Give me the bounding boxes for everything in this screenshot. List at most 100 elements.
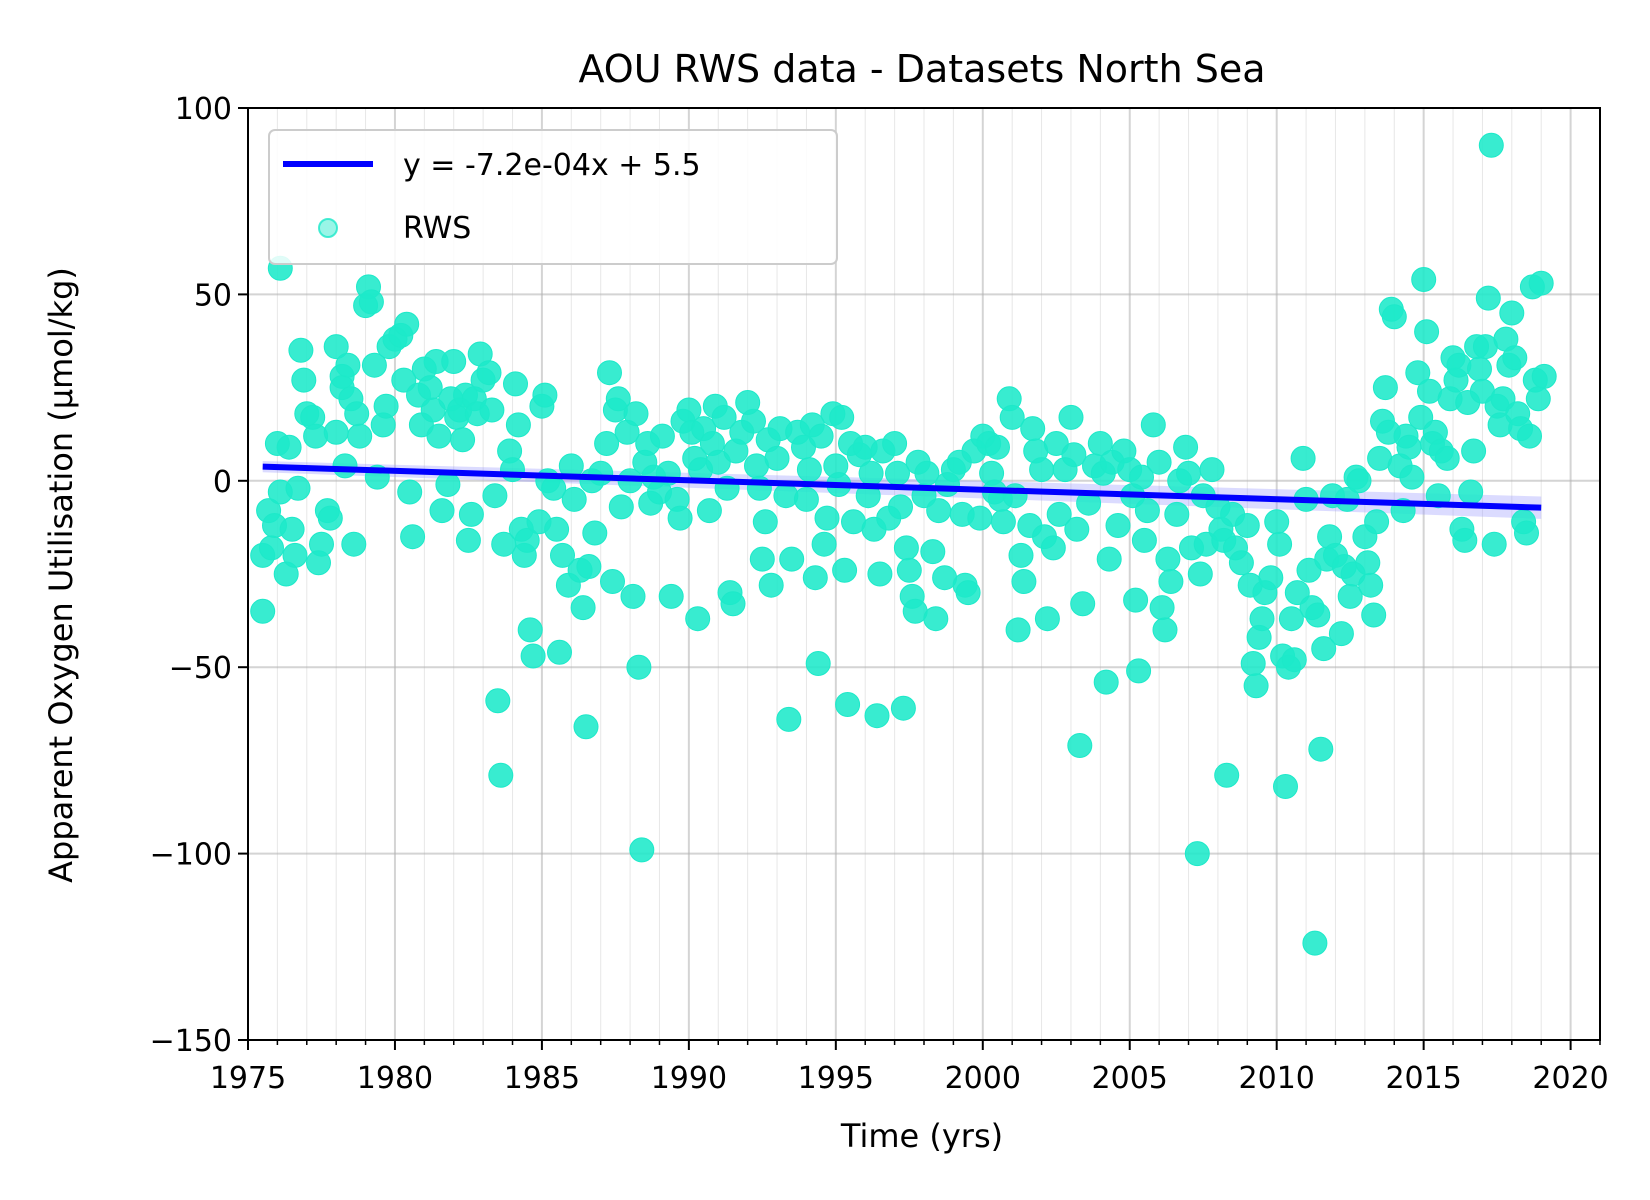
data-point — [867, 561, 893, 587]
data-point — [1158, 569, 1184, 594]
data-point — [1249, 606, 1275, 632]
data-point — [285, 475, 311, 501]
data-point — [594, 431, 620, 456]
data-point — [1093, 669, 1119, 695]
data-point — [1240, 651, 1266, 676]
data-point — [1234, 513, 1260, 538]
data-point — [752, 509, 778, 535]
data-point — [547, 639, 572, 665]
data-point — [1058, 404, 1084, 430]
data-point — [573, 714, 599, 740]
data-point — [811, 531, 837, 557]
data-point — [779, 546, 805, 572]
data-point — [291, 367, 317, 393]
data-point — [347, 423, 373, 449]
data-point — [1105, 513, 1131, 538]
data-point — [391, 367, 417, 393]
data-point — [829, 404, 855, 430]
data-point — [864, 703, 890, 729]
data-point — [926, 498, 952, 524]
x-tick-label: 1975 — [210, 1061, 286, 1096]
data-point — [1005, 617, 1031, 643]
data-point — [1070, 591, 1096, 617]
data-point — [1131, 527, 1157, 553]
data-point — [1478, 132, 1504, 158]
data-point — [999, 404, 1025, 430]
data-point — [1273, 774, 1298, 799]
chart-title: AOU RWS data - Datasets North Sea — [578, 47, 1265, 91]
data-point — [520, 643, 546, 669]
x-tick-label: 2015 — [1385, 1061, 1461, 1096]
data-point — [458, 501, 484, 527]
y-tick-label: 100 — [175, 92, 232, 127]
trend-line — [262, 463, 1542, 511]
data-point — [758, 572, 784, 598]
data-point — [1011, 569, 1037, 594]
data-point — [1434, 445, 1460, 471]
data-point — [455, 527, 481, 553]
y-tick-label: −50 — [169, 651, 232, 686]
data-point — [882, 431, 908, 456]
data-point — [332, 453, 358, 479]
data-point — [1199, 457, 1225, 483]
data-point — [476, 360, 502, 386]
data-point — [1029, 457, 1055, 483]
data-point — [1290, 445, 1316, 471]
data-point — [488, 762, 514, 788]
data-point — [608, 494, 634, 520]
data-point — [1284, 580, 1310, 606]
data-point — [323, 419, 349, 445]
x-tick-label: 1985 — [504, 1061, 580, 1096]
data-point — [358, 289, 384, 315]
data-point — [344, 401, 370, 427]
data-point — [1043, 431, 1069, 456]
data-point — [1173, 434, 1199, 460]
y-tick-label: 0 — [213, 465, 232, 500]
legend-scatter-swatch — [318, 218, 338, 238]
data-point — [1358, 572, 1384, 598]
data-point — [1228, 550, 1254, 576]
data-point — [793, 486, 819, 512]
data-point — [1020, 416, 1046, 442]
data-point — [1040, 535, 1066, 561]
data-point — [417, 375, 443, 401]
data-point — [967, 505, 993, 531]
data-point — [514, 527, 540, 553]
data-point — [1458, 479, 1484, 505]
data-point — [1008, 542, 1034, 568]
data-point — [985, 434, 1010, 460]
data-point — [1481, 531, 1507, 557]
data-point — [323, 334, 349, 360]
data-point — [1296, 557, 1322, 583]
data-point — [500, 457, 525, 483]
data-point — [505, 412, 531, 438]
data-point — [279, 516, 305, 542]
data-point — [814, 505, 840, 531]
data-point — [450, 427, 476, 453]
data-point — [1134, 498, 1160, 524]
data-point — [1034, 606, 1060, 632]
data-point — [303, 423, 329, 449]
data-point — [485, 688, 511, 714]
data-point — [1214, 762, 1240, 788]
data-point — [1311, 636, 1337, 662]
data-point — [597, 360, 622, 386]
data-point — [1467, 356, 1492, 382]
data-point — [1281, 647, 1307, 673]
data-point — [1155, 546, 1181, 572]
legend-scatter-label: RWS — [403, 211, 471, 246]
x-tick-label: 2020 — [1532, 1061, 1608, 1096]
data-point — [649, 423, 675, 449]
data-point — [1243, 673, 1269, 699]
data-point — [1499, 300, 1525, 326]
data-point — [802, 565, 828, 591]
data-point — [890, 695, 916, 721]
data-point — [429, 498, 455, 524]
x-axis-label: Time (yrs) — [840, 1117, 1003, 1155]
y-axis-ticks: 100 50 0 −50 −100 −150 — [150, 92, 248, 1059]
data-point — [1164, 501, 1190, 527]
data-point — [600, 569, 625, 594]
data-point — [441, 349, 467, 374]
data-point — [705, 449, 731, 475]
